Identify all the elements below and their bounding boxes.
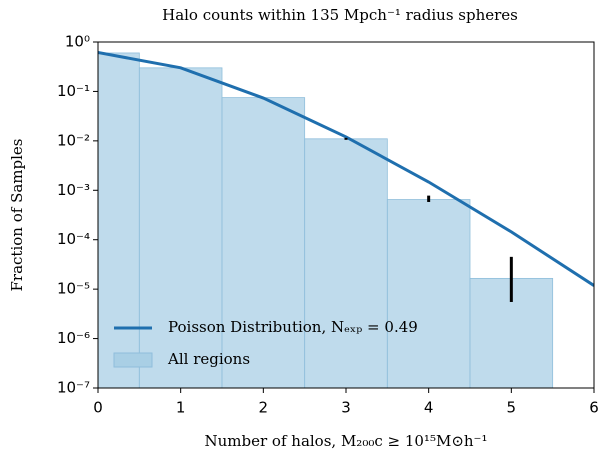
y-tick-label: 10⁻¹ [57, 82, 90, 100]
plot-area [98, 51, 594, 388]
legend-label: All regions [167, 350, 250, 368]
y-tick-label: 10⁻⁷ [57, 379, 90, 397]
x-tick-label: 2 [259, 399, 269, 417]
x-tick-label: 0 [93, 399, 103, 417]
y-axis-label: Fraction of Samples [8, 139, 26, 292]
y-tick-label: 10⁻⁶ [57, 329, 90, 347]
x-tick-label: 3 [341, 399, 351, 417]
y-tick-label: 10⁰ [65, 33, 90, 51]
y-tick-label: 10⁻⁵ [57, 280, 90, 298]
bar [304, 138, 388, 388]
chart-title: Halo counts within 135 Mpch⁻¹ radius sph… [162, 6, 518, 24]
legend-label: Poisson Distribution, Nₑₓₚ = 0.49 [168, 318, 418, 336]
legend-swatch [113, 352, 153, 368]
x-tick-label: 5 [507, 399, 517, 417]
bar [138, 67, 223, 388]
y-tick-label: 10⁻³ [57, 181, 90, 199]
x-tick-label: 4 [424, 399, 434, 417]
x-tick-label: 1 [176, 399, 186, 417]
x-tick-label: 6 [589, 399, 599, 417]
bar [386, 199, 471, 388]
y-tick-label: 10⁻⁴ [57, 230, 90, 248]
poisson-line [98, 51, 594, 287]
bar [221, 97, 306, 388]
x-axis-label: Number of halos, M₂₀₀c ≥ 10¹⁵M⊙h⁻¹ [205, 432, 488, 450]
y-tick-label: 10⁻² [57, 131, 90, 149]
